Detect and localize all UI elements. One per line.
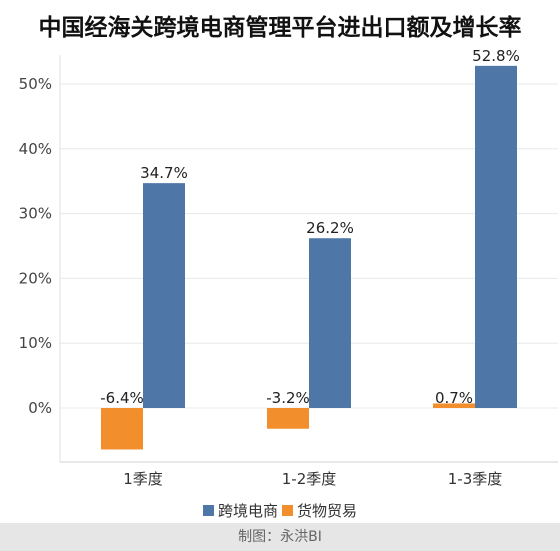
data-label: -6.4%: [100, 389, 144, 407]
y-tick-label: 40%: [19, 140, 52, 158]
y-tick-label: 30%: [19, 205, 52, 223]
legend-label-goods-trade: 货物贸易: [297, 502, 358, 520]
legend-swatch-cross-border: [202, 505, 214, 516]
y-tick-label: 50%: [19, 75, 52, 93]
bar-cross-border-2: [475, 65, 517, 408]
legend-item-goods-trade[interactable]: 货物贸易: [282, 500, 357, 521]
bar-goods-trade-0: [101, 408, 143, 450]
data-label: -3.2%: [266, 389, 310, 407]
data-label: 0.7%: [435, 389, 473, 407]
legend: 跨境电商 货物贸易: [0, 500, 560, 521]
y-tick-label: 0%: [28, 399, 52, 417]
x-tick-label: 1季度: [123, 470, 163, 488]
x-tick-label: 1-3季度: [448, 470, 503, 488]
chart-title: 中国经海关跨境电商管理平台进出口额及增长率: [38, 15, 522, 41]
bar-goods-trade-1: [267, 408, 309, 429]
bar-chart: 0% 10% 20% 30% 40% 50% 34.7% -6.4% 1季度 26.2% -3.2%…: [19, 47, 558, 488]
data-label: 34.7%: [140, 164, 188, 182]
footer-credit: 制图：永洪BI: [0, 523, 560, 551]
bar-goods-trade-2: [433, 403, 475, 408]
x-tick-label: 1-2季度: [282, 470, 337, 488]
bar-cross-border-0: [143, 183, 185, 408]
legend-item-cross-border[interactable]: 跨境电商: [202, 500, 278, 521]
y-tick-label: 10%: [19, 334, 52, 352]
y-tick-label: 20%: [19, 269, 52, 287]
legend-label-cross-border: 跨境电商: [217, 502, 278, 520]
data-label: 26.2%: [306, 219, 354, 237]
bar-cross-border-1: [309, 238, 351, 408]
data-label: 52.8%: [472, 47, 520, 65]
legend-swatch-goods-trade: [282, 505, 293, 516]
